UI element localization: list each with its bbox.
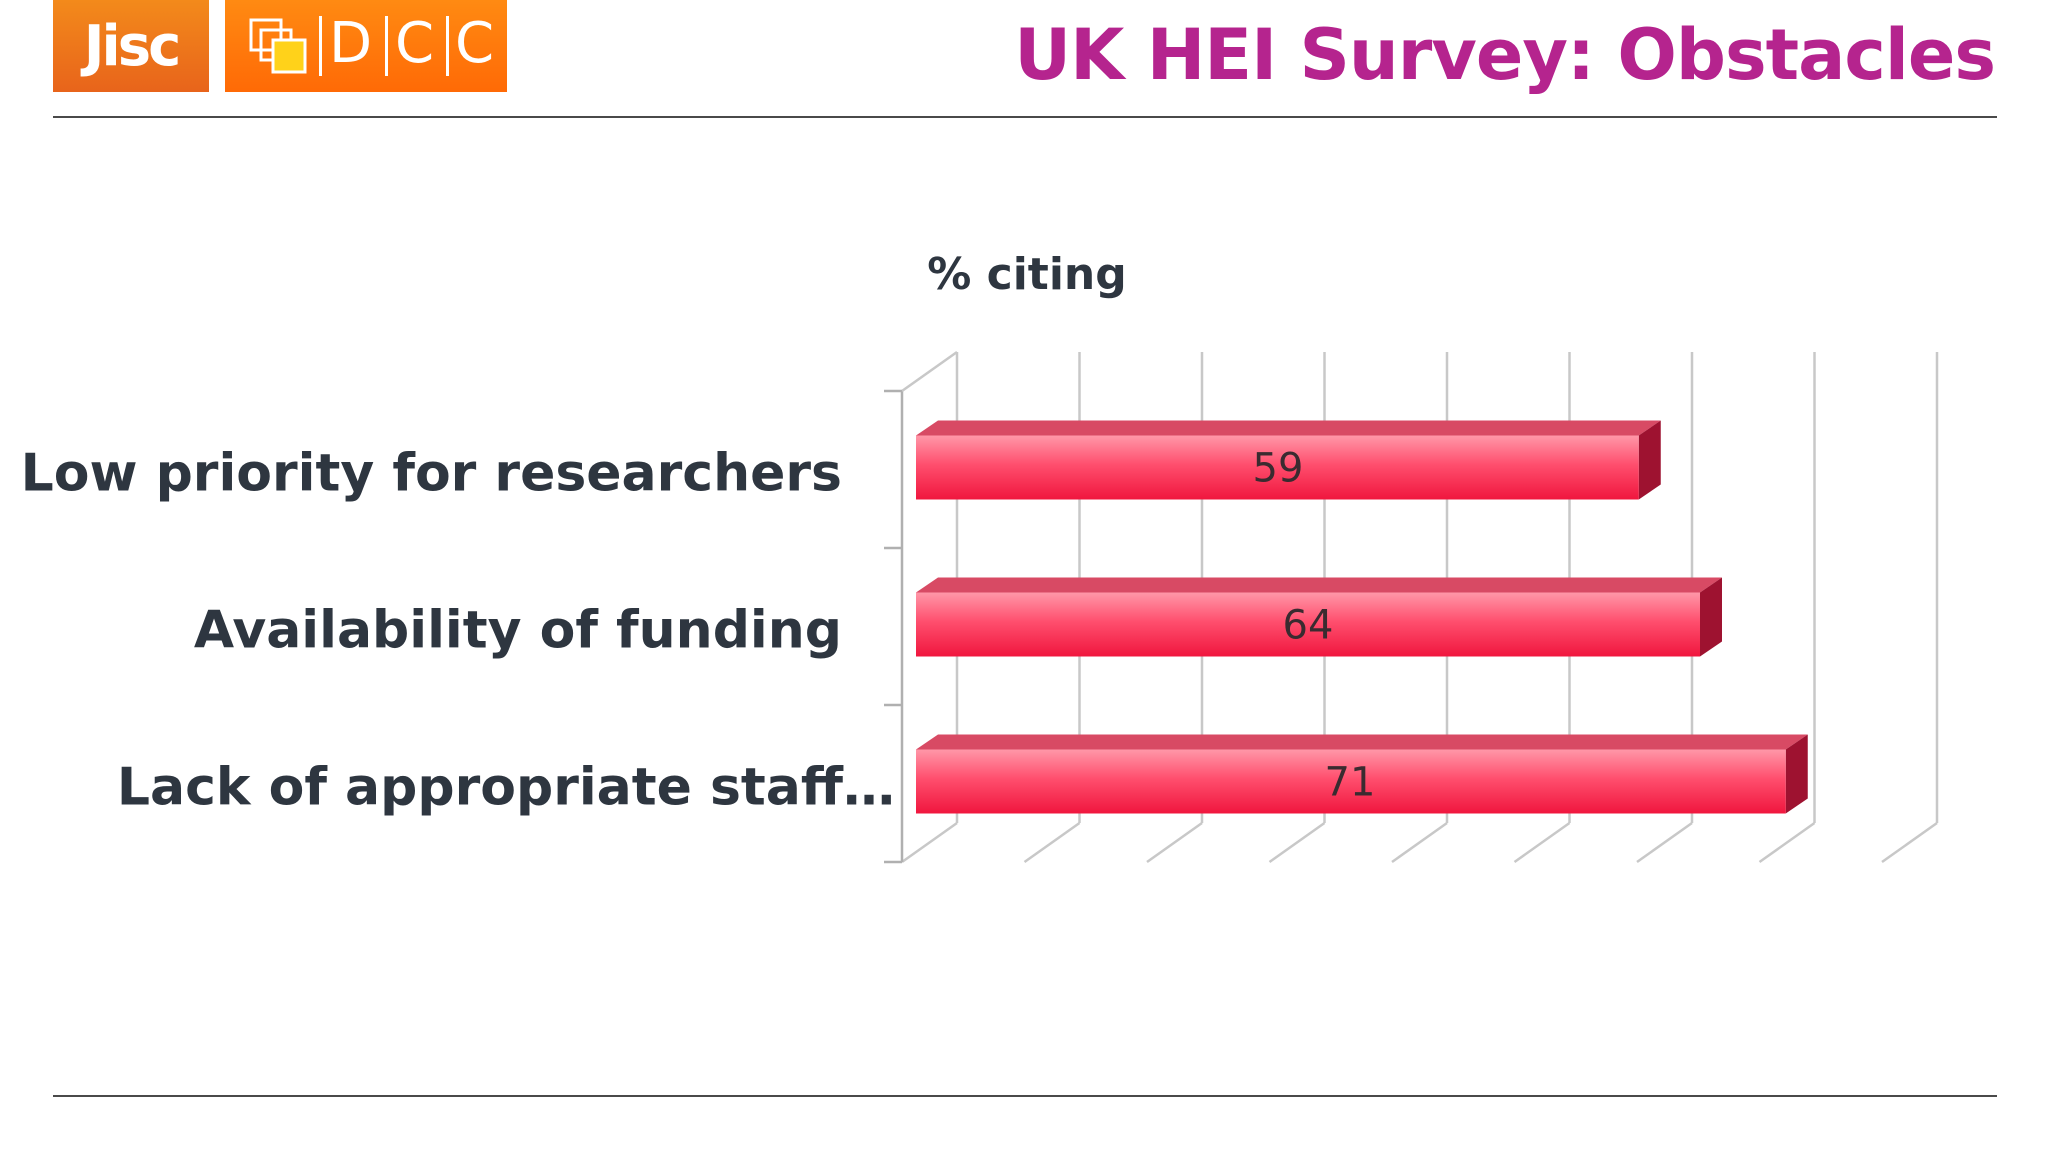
floor-gridline: [1881, 821, 1938, 864]
dcc-divider: [319, 16, 322, 76]
floor-gridline: [1636, 821, 1693, 864]
floor-gridline: [1758, 821, 1816, 864]
data-label: 59: [1253, 446, 1304, 492]
jisc-logo: Jisc: [53, 0, 209, 92]
bar: [916, 749, 1786, 814]
bar-side-face: [1785, 734, 1808, 814]
floor-gridline: [1513, 821, 1571, 864]
bar: [916, 592, 1700, 657]
chart-plot-area: % citing 59 Low priority for researchers 64…: [21, 249, 1939, 864]
dcc-divider: [385, 16, 388, 76]
floor-gridline: [1023, 821, 1081, 864]
bar-top-face: [916, 734, 1808, 750]
category-label: Availability of funding: [194, 601, 842, 661]
data-label: 71: [1325, 760, 1376, 806]
dcc-letter-d: D: [329, 11, 373, 76]
bar-top-face: [916, 420, 1661, 436]
dcc-letter-c2: C: [455, 11, 495, 76]
category-label: Low priority for researchers: [21, 444, 842, 504]
dcc-squares-icon: [249, 18, 307, 74]
floor-gridline: [1268, 821, 1326, 864]
category-label: Lack of appropriate staff…: [117, 758, 895, 818]
dcc-logo: D C C: [225, 0, 507, 92]
data-label: 64: [1283, 603, 1334, 649]
bar: [916, 435, 1639, 500]
floor-gridline: [1146, 821, 1203, 864]
bar-side-face: [1638, 420, 1661, 500]
dcc-divider: [446, 16, 449, 76]
wall-edge: [901, 350, 958, 393]
chart-title: % citing: [927, 249, 1127, 300]
header-rule: [53, 116, 1997, 118]
bar-top-face: [916, 577, 1722, 593]
bar-side-face: [1700, 577, 1722, 657]
slide-title: UK HEI Survey: Obstacles: [1014, 14, 1996, 96]
footer-rule: [53, 1095, 1997, 1097]
dcc-letter-c1: C: [395, 11, 435, 76]
floor-gridline: [901, 821, 958, 864]
floor-gridline: [1391, 821, 1448, 864]
jisc-logo-text: Jisc: [83, 13, 182, 79]
